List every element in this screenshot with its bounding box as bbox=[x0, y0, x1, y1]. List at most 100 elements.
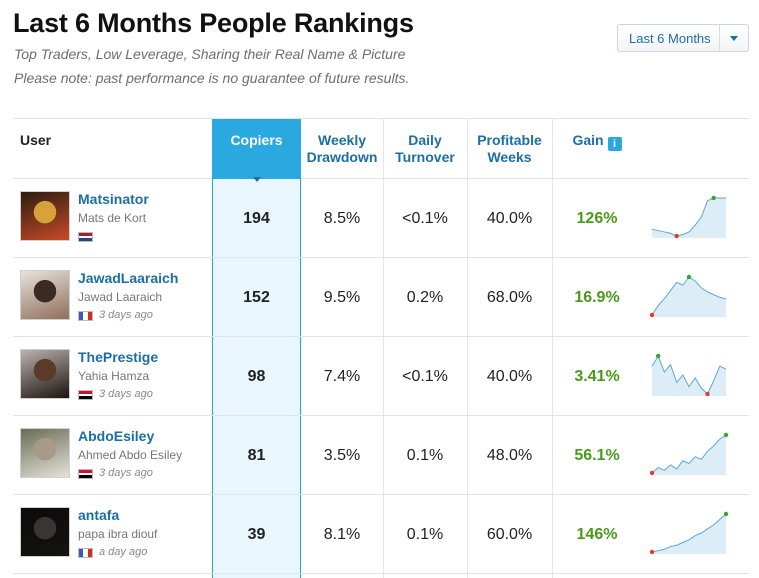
daily-turnover-value: <0.1% bbox=[402, 368, 448, 385]
copiers-value: 98 bbox=[247, 368, 266, 385]
info-icon[interactable]: i bbox=[607, 137, 622, 151]
column-header-daily-turnover[interactable]: Daily Turnover bbox=[383, 119, 467, 179]
sparkline-area bbox=[652, 277, 726, 317]
avatar[interactable] bbox=[20, 349, 70, 399]
copiers-column-highlight bbox=[212, 119, 301, 578]
weekly-drawdown-value: 3.5% bbox=[323, 447, 361, 464]
gain-sparkline[interactable] bbox=[650, 350, 730, 400]
disclaimer-note: Please note: past performance is no guar… bbox=[14, 70, 410, 86]
column-header-gain[interactable]: Gain i bbox=[552, 119, 642, 179]
sparkline-area bbox=[652, 356, 726, 396]
sparkline-high-point bbox=[723, 511, 729, 517]
column-header-user: User bbox=[20, 132, 52, 148]
profitable-weeks-value: 40.0% bbox=[486, 210, 533, 227]
profitable-weeks-value: 68.0% bbox=[486, 289, 533, 306]
gain-header-label: Gain bbox=[572, 132, 604, 148]
gain-value: 16.9% bbox=[574, 289, 620, 306]
page-subtitle: Top Traders, Low Leverage, Sharing their… bbox=[14, 46, 406, 62]
last-seen: 3 days ago bbox=[99, 467, 153, 479]
copiers-value: 152 bbox=[243, 289, 270, 306]
gain-value: 56.1% bbox=[574, 447, 620, 464]
france-flag-icon bbox=[78, 548, 93, 558]
table-row[interactable]: AbdoEsiley Ahmed Abdo Esiley 3 days ago … bbox=[13, 416, 749, 495]
table-row[interactable]: ThePrestige Yahia Hamza 3 days ago 98 7.… bbox=[13, 337, 749, 416]
gain-value: 3.41% bbox=[574, 368, 620, 385]
header-line: Daily bbox=[408, 132, 442, 148]
period-dropdown-divider bbox=[719, 25, 720, 51]
username-link[interactable]: antafa bbox=[78, 507, 120, 523]
column-divider bbox=[383, 119, 384, 578]
sort-arrow-icon bbox=[253, 177, 261, 182]
last-seen: a day ago bbox=[99, 546, 148, 558]
sparkline-line bbox=[651, 513, 727, 553]
sparkline-low-point bbox=[705, 391, 710, 397]
sparkline-high-point bbox=[686, 274, 692, 280]
header-line: Drawdown bbox=[306, 149, 378, 165]
profitable-weeks-value: 60.0% bbox=[486, 526, 533, 543]
page-title: Last 6 Months People Rankings bbox=[13, 8, 414, 38]
sparkline-low-point bbox=[674, 233, 679, 239]
france-flag-icon bbox=[78, 311, 93, 321]
egypt-flag-icon bbox=[78, 469, 93, 479]
daily-turnover-value: 0.1% bbox=[406, 447, 444, 464]
username-link[interactable]: ThePrestige bbox=[78, 349, 159, 365]
gain-sparkline[interactable] bbox=[650, 508, 730, 558]
table-header: User Copiers Weekly Drawdown Daily Turno… bbox=[13, 119, 749, 182]
table-row[interactable]: JawadLaaraich Jawad Laaraich 3 days ago … bbox=[13, 258, 749, 337]
gain-sparkline[interactable] bbox=[650, 192, 730, 242]
copiers-value: 81 bbox=[247, 447, 266, 464]
last-seen: 3 days ago bbox=[99, 388, 153, 400]
sparkline-line bbox=[651, 354, 727, 395]
netherlands-flag-icon bbox=[78, 232, 93, 242]
rankings-table: User Copiers Weekly Drawdown Daily Turno… bbox=[13, 118, 749, 578]
gain-sparkline[interactable] bbox=[650, 271, 730, 321]
column-divider bbox=[467, 119, 468, 578]
username-link[interactable]: JawadLaaraich bbox=[78, 270, 179, 286]
column-header-copiers[interactable]: Copiers bbox=[212, 119, 301, 179]
copiers-value: 194 bbox=[243, 210, 270, 227]
period-dropdown-label[interactable]: Last 6 Months bbox=[629, 30, 711, 46]
real-name: papa ibra diouf bbox=[78, 527, 158, 541]
gain-sparkline[interactable] bbox=[650, 429, 730, 479]
weekly-drawdown-value: 8.5% bbox=[323, 210, 361, 227]
column-header-profitable-weeks[interactable]: Profitable Weeks bbox=[467, 119, 552, 179]
egypt-flag-icon bbox=[78, 390, 93, 400]
avatar[interactable] bbox=[20, 428, 70, 478]
weekly-drawdown-value: 8.1% bbox=[323, 526, 361, 543]
sparkline-low-point bbox=[650, 470, 655, 476]
real-name: Ahmed Abdo Esiley bbox=[78, 448, 183, 462]
sparkline-high-point bbox=[655, 353, 661, 359]
profitable-weeks-value: 40.0% bbox=[486, 368, 533, 385]
table-row[interactable]: antafa papa ibra diouf a day ago 39 8.1%… bbox=[13, 495, 749, 574]
weekly-drawdown-value: 9.5% bbox=[323, 289, 361, 306]
real-name: Jawad Laaraich bbox=[78, 290, 163, 304]
sparkline-line bbox=[651, 434, 727, 474]
username-link[interactable]: Matsinator bbox=[78, 191, 149, 207]
sparkline-low-point bbox=[650, 312, 655, 318]
daily-turnover-value: 0.1% bbox=[406, 526, 444, 543]
weekly-drawdown-value: 7.4% bbox=[323, 368, 361, 385]
header-line: Profitable bbox=[477, 132, 542, 148]
header-line: Weeks bbox=[487, 149, 532, 165]
sparkline-area bbox=[652, 198, 726, 238]
last-seen: 3 days ago bbox=[99, 309, 153, 321]
daily-turnover-value: <0.1% bbox=[402, 210, 448, 227]
copiers-value: 39 bbox=[247, 526, 266, 543]
table-row[interactable]: Matsinator Mats de Kort 194 8.5% <0.1% 4… bbox=[13, 179, 749, 258]
daily-turnover-value: 0.2% bbox=[406, 289, 444, 306]
sparkline-high-point bbox=[711, 195, 716, 201]
avatar[interactable] bbox=[20, 507, 70, 557]
period-dropdown[interactable]: Last 6 Months bbox=[617, 24, 749, 52]
column-header-weekly-drawdown[interactable]: Weekly Drawdown bbox=[301, 119, 383, 179]
real-name: Mats de Kort bbox=[78, 211, 147, 225]
avatar[interactable] bbox=[20, 191, 70, 241]
profitable-weeks-value: 48.0% bbox=[486, 447, 533, 464]
column-divider bbox=[552, 119, 553, 578]
avatar[interactable] bbox=[20, 270, 70, 320]
sparkline-area bbox=[652, 435, 726, 475]
username-link[interactable]: AbdoEsiley bbox=[78, 428, 155, 444]
chevron-down-icon[interactable] bbox=[720, 25, 748, 51]
header-line: Weekly bbox=[318, 132, 366, 148]
header-line: Turnover bbox=[395, 149, 455, 165]
real-name: Yahia Hamza bbox=[78, 369, 150, 383]
